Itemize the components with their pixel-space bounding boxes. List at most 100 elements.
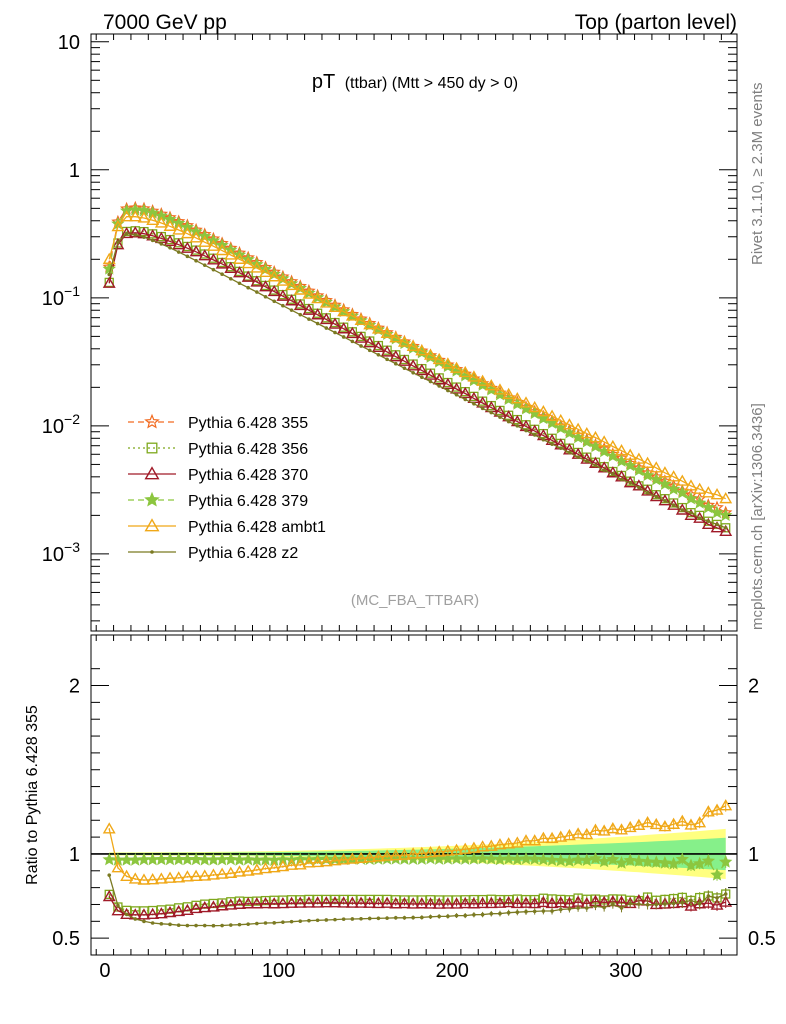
data-point: [484, 379, 498, 391]
legend-marker: [144, 518, 160, 532]
data-point: [328, 317, 342, 329]
data-point: [281, 303, 285, 308]
ratio-point: [228, 923, 233, 927]
ratio-point: [380, 849, 394, 861]
ratio-point: [528, 896, 542, 909]
data-point: [202, 263, 207, 267]
data-point: [710, 521, 724, 533]
data-point: [441, 357, 455, 369]
ratio-point: [715, 896, 719, 900]
ratio-point: [580, 853, 594, 867]
data-point: [458, 386, 472, 399]
ratio-point: [172, 871, 186, 883]
data-point: [324, 326, 329, 330]
data-point: [163, 219, 177, 231]
data-point: [498, 415, 502, 419]
ratio-point: [119, 852, 134, 866]
ratio-point: [215, 867, 229, 879]
ratio-point: [252, 896, 262, 906]
data-point: [128, 226, 142, 238]
ratio-point: [472, 912, 476, 917]
data-point: [307, 317, 311, 321]
ratio-point: [584, 906, 589, 910]
ratio-point: [428, 914, 433, 919]
ratio-tick-label-right: 0.5: [748, 928, 776, 950]
ratio-point: [293, 896, 307, 908]
y-tick-base: 10: [42, 416, 64, 438]
data-point: [424, 368, 437, 380]
legend: Pythia 6.428 355 Pythia 6.428 356 Pythia 6…: [128, 413, 326, 562]
ratio-point: [267, 861, 281, 873]
ratio-point: [150, 921, 155, 925]
y-tick-label: 10−2: [42, 411, 80, 438]
ratio-point: [111, 904, 125, 916]
ratio-point: [367, 916, 372, 921]
ratio-line: [108, 805, 726, 881]
data-point: [380, 345, 394, 357]
ratio-point: [217, 898, 227, 908]
legend-label: Pythia 6.428 356: [188, 441, 308, 458]
data-point: [706, 519, 711, 524]
data-point: [528, 400, 542, 413]
ratio-point: [541, 909, 546, 913]
data-point: [319, 296, 333, 308]
ratio-point: [515, 910, 520, 915]
ratio-point: [389, 897, 403, 909]
ratio-point: [545, 896, 559, 909]
data-point: [632, 452, 646, 464]
ratio-point: [285, 896, 299, 908]
data-point: [721, 523, 731, 533]
data-point: [519, 396, 533, 408]
data-point: [693, 511, 707, 523]
ratio-point: [615, 823, 628, 835]
ratio-point: [632, 818, 646, 830]
ratio-point: [589, 823, 602, 835]
ratio-point: [611, 902, 615, 907]
data-point: [515, 424, 520, 428]
data-point: [194, 258, 198, 263]
data-point: [133, 233, 138, 237]
ratio-point: [719, 854, 733, 868]
ratio-point: [397, 848, 411, 860]
ratio-point: [272, 921, 277, 925]
data-point: [107, 272, 112, 277]
data-point: [602, 468, 606, 473]
data-point: [645, 491, 650, 495]
ratio-point: [259, 896, 272, 909]
data-point: [558, 446, 563, 450]
legend-entry-pythia-6-428-370: Pythia 6.428 370: [128, 466, 308, 484]
data-point: [715, 522, 719, 527]
ratio-point: [180, 903, 194, 916]
data-point: [562, 418, 576, 430]
ratio-point: [454, 913, 459, 918]
ratio-point: [693, 816, 707, 828]
ratio-point: [363, 896, 377, 908]
ratio-point: [710, 898, 724, 910]
ratio-point: [710, 803, 724, 815]
data-point: [606, 439, 620, 452]
ratio-point: [163, 905, 177, 918]
ratio-tick-label-right: 1: [748, 844, 759, 866]
ratio-point: [467, 897, 481, 909]
ratio-point: [137, 873, 151, 885]
ratio-point: [415, 846, 429, 859]
ratio-point: [402, 915, 407, 920]
data-point: [606, 466, 620, 478]
ratio-line: [108, 896, 726, 916]
data-point: [589, 430, 602, 443]
ratio-point: [701, 805, 715, 817]
data-point: [684, 491, 698, 505]
ratio-point: [315, 918, 320, 923]
ratio-point: [450, 897, 464, 909]
ratio-point: [354, 896, 368, 908]
data-point: [389, 350, 403, 362]
ratio-point: [437, 914, 441, 919]
data-point: [545, 409, 559, 421]
ratio-point: [380, 896, 394, 908]
ratio-point: [124, 912, 129, 917]
data-point: [359, 344, 363, 348]
ratio-point: [719, 895, 733, 907]
data-point: [328, 300, 342, 312]
ratio-point: [493, 838, 507, 850]
ratio-point: [146, 907, 160, 920]
